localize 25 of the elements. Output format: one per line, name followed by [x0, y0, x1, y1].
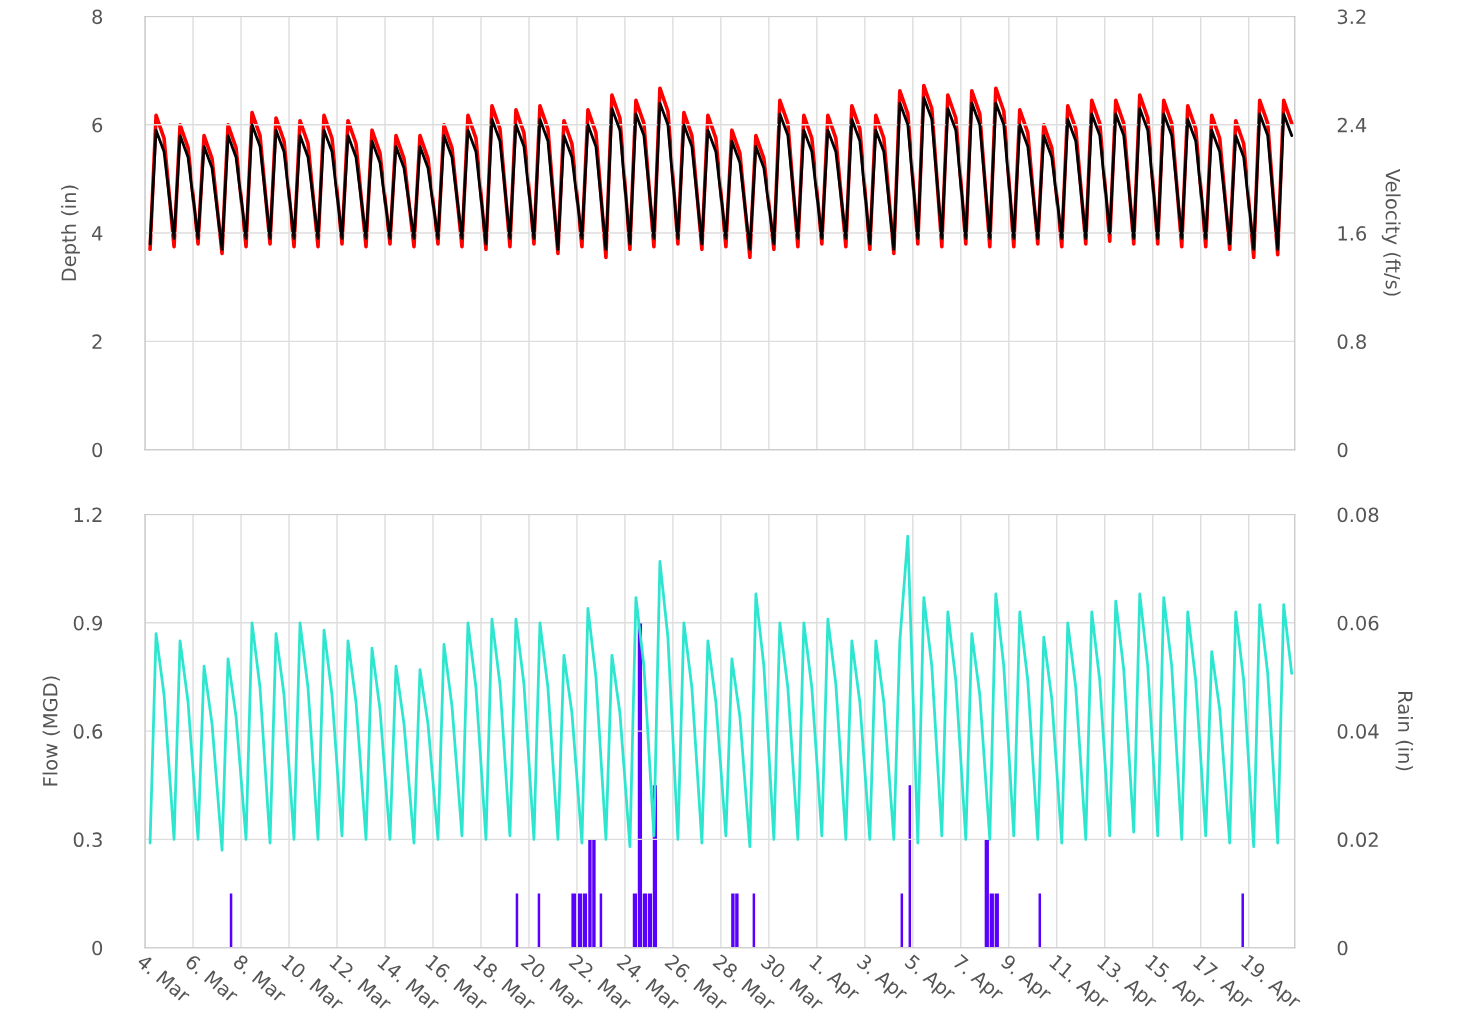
y-tick-label: 0.3	[73, 832, 102, 848]
y-tick-label: 4	[91, 226, 103, 241]
y2-axis-title: Velocity (ft/s)	[1381, 169, 1401, 296]
y2-tick-label: 0.8	[1337, 334, 1366, 350]
y-tick-label: 1.2	[74, 507, 102, 522]
y-axis-title: Flow (MGD)	[42, 676, 60, 786]
y2-tick-label: 1.6	[1338, 226, 1367, 241]
y2-tick-label: 0.08	[1337, 507, 1379, 523]
y-tick-label: 6	[92, 117, 103, 133]
y2-tick-label: 0.06	[1337, 615, 1379, 631]
y2-axis-title: Rain (in)	[1395, 692, 1413, 771]
y-tick-label: 8	[92, 9, 103, 25]
y2-tick-label: 0.02	[1337, 832, 1378, 848]
y2-tick-label: 3.2	[1337, 9, 1366, 25]
y-tick-label: 0.6	[73, 724, 103, 739]
y-axis-title: Depth (in)	[61, 185, 80, 281]
y-tick-label: 0.9	[73, 615, 103, 631]
y-tick-label: 2	[92, 334, 102, 349]
y2-tick-label: 0.04	[1337, 724, 1379, 739]
y2-tick-label: 0	[1337, 940, 1348, 956]
y-tick-label: 0	[92, 940, 103, 956]
line-series	[148, 534, 1294, 852]
y-tick-label: 0	[92, 442, 103, 458]
y2-tick-label: 2.4	[1337, 117, 1367, 133]
y2-tick-label: 0	[1337, 442, 1348, 458]
